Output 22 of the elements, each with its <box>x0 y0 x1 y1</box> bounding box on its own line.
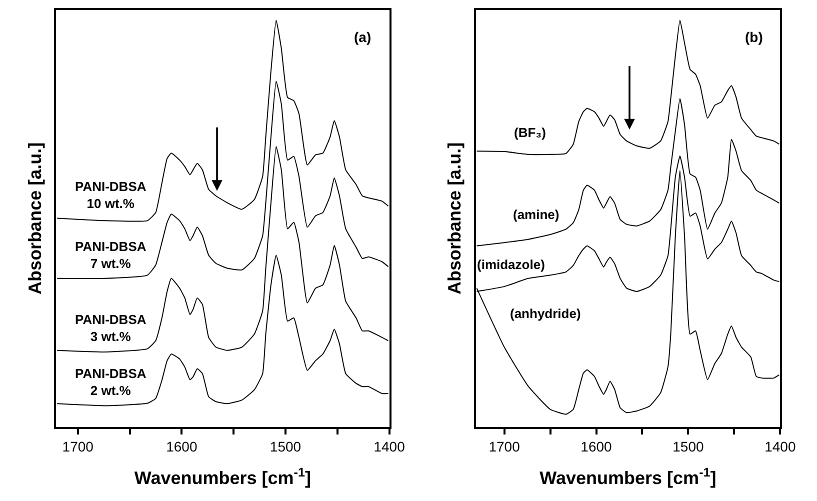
x-tick-label: 1400 <box>764 438 796 454</box>
x-tick-label: 1500 <box>672 438 704 454</box>
x-tick-label: 1700 <box>488 438 520 454</box>
y-axis-title: Absorbance [a.u.] <box>25 142 46 294</box>
x-tick-label: 1600 <box>580 438 612 454</box>
series-label: (amine) <box>513 207 560 222</box>
series-label: (imidazole) <box>477 257 545 272</box>
x-axis-title: Wavenumbers [cm$^{-1}$] <box>134 465 311 488</box>
series-label: PANI-DBSA 7 wt.% <box>75 239 147 271</box>
series-label: (anhydride) <box>510 306 581 321</box>
x-axis-title: Wavenumbers [cm$^{-1}$] <box>540 465 716 488</box>
series-label: PANI-DBSA 3 wt.% <box>75 312 147 344</box>
series-label: (BF₃) <box>514 125 546 140</box>
y-axis-title: Absorbance [a.u.] <box>444 142 465 294</box>
series-label: PANI-DBSA 2 wt.% <box>75 366 147 398</box>
series-label: PANI-DBSA 10 wt.% <box>75 179 147 211</box>
x-tick-label: 1700 <box>62 438 94 454</box>
x-tick-label: 1400 <box>374 438 406 454</box>
annotation: (b) <box>745 29 763 45</box>
annotation: (a) <box>354 29 372 45</box>
x-tick-label: 1600 <box>166 438 198 454</box>
x-tick-label: 1500 <box>270 438 302 454</box>
